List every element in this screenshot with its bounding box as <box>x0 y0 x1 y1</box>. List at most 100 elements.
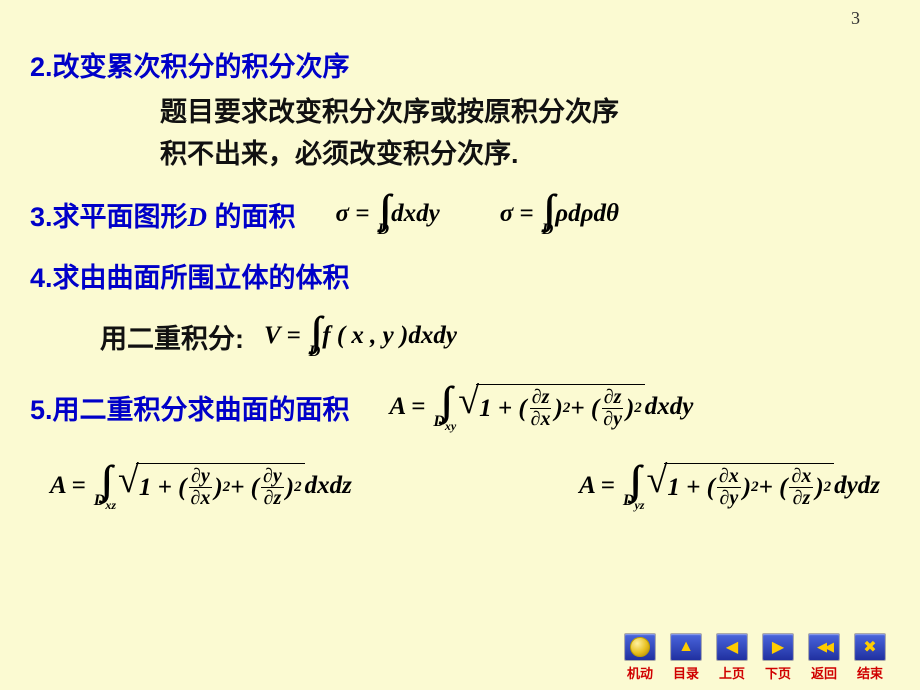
row-4-math: 用二重积分: V = ∫∫ D f ( x , y )dxdy <box>100 307 900 366</box>
nav-toc[interactable]: ▲ 目录 <box>666 633 706 682</box>
nav-toc-icon: ▲ <box>670 633 702 661</box>
sqrt-body-2: 1 + ( ∂y∂x )2 + ( ∂y∂z )2 <box>136 463 305 509</box>
den-1: ∂x <box>529 409 553 430</box>
close-4: ) <box>286 474 294 502</box>
rho-d-rho-d-theta: ρdρdθ <box>555 200 619 228</box>
one-plus-3: 1 + ( <box>667 474 715 502</box>
A-eq-yz: A = ∫∫ Dyz √ 1 + ( ∂x∂y )2 + ( ∂x∂z )2 d… <box>579 462 880 511</box>
A-eq-xy: A = ∫∫ Dxy √ 1 + ( ∂z∂x )2 + ( ∂z∂y )2 d… <box>390 383 694 432</box>
sqrt-xz: √ 1 + ( ∂y∂x )2 + ( ∂y∂z )2 <box>118 463 305 509</box>
num-5: ∂x <box>717 466 741 488</box>
sq-3: 2 <box>223 479 231 496</box>
plus-open-1: + ( <box>570 395 599 423</box>
num-6: ∂x <box>789 466 813 488</box>
nav-back-icon: ◀◀ <box>808 633 840 661</box>
A-lhs-1: A = <box>390 393 426 421</box>
dbl-int-D-1: ∫∫ D <box>372 191 390 237</box>
int-sub-Dxz: Dxz <box>94 494 116 511</box>
sigma2-lhs: σ = <box>500 200 534 228</box>
slide-content: 2.改变累次积分的积分次序 题目要求改变积分次序或按原积分次序 积不出来，必须改… <box>0 0 920 511</box>
den-2: ∂y <box>601 409 624 430</box>
body-2a: 题目要求改变积分次序或按原积分次序 <box>160 94 900 130</box>
int-sub-D-1: D <box>378 223 390 237</box>
frac-dzdy: ∂z∂y <box>601 387 624 430</box>
heading-3: 3.求平面图形D 的面积 <box>30 195 296 234</box>
heading-5: 5.用二重积分求曲面的面积 <box>30 388 350 427</box>
dxdy-5: dxdy <box>645 393 694 421</box>
sq-2: 2 <box>634 400 642 417</box>
navbar: 机动 ▲ 目录 ◀ 上页 ▶ 下页 ◀◀ 返回 ✖ 结束 <box>620 633 890 682</box>
bottom-math-row: A = ∫∫ Dxz √ 1 + ( ∂y∂x )2 + ( ∂y∂z )2 d… <box>30 462 900 511</box>
sigma1-lhs: σ = <box>336 200 370 228</box>
nav-prev-label: 上页 <box>719 663 745 682</box>
den-5: ∂y <box>717 488 740 509</box>
row-3: 3.求平面图形D 的面积 σ = ∫∫ D dxdy σ = ∫∫ D ρdρd… <box>30 185 900 244</box>
heading-2: 2.改变累次积分的积分次序 <box>30 45 900 84</box>
int-sub-Dyz: Dyz <box>623 494 645 511</box>
circle-icon <box>630 637 650 657</box>
frac-dydz: ∂y∂z <box>261 466 284 509</box>
nav-back-label: 返回 <box>811 663 837 682</box>
nav-animate[interactable]: 机动 <box>620 633 660 682</box>
one-plus-2: 1 + ( <box>139 474 187 502</box>
one-plus-1: 1 + ( <box>479 395 527 423</box>
Dxy-D: D <box>433 413 445 430</box>
sqrt-body-1: 1 + ( ∂z∂x )2 + ( ∂z∂y )2 <box>476 384 645 430</box>
close-6: ) <box>815 474 823 502</box>
dbl-int-Dxz: ∫∫ Dxz <box>88 462 116 511</box>
dbl-int-Dxy: ∫∫ Dxy <box>427 383 456 432</box>
sq-4: 2 <box>294 479 302 496</box>
page-number: 3 <box>851 8 860 29</box>
int-sub-D-2: D <box>542 223 554 237</box>
sq-5: 2 <box>751 479 759 496</box>
V-lhs: V = <box>264 322 301 350</box>
nav-end-label: 结束 <box>857 663 883 682</box>
fxy-dxdy: f ( x , y )dxdy <box>322 322 457 350</box>
heading-3-D: D <box>188 202 208 232</box>
nav-prev[interactable]: ◀ 上页 <box>712 633 752 682</box>
int-sub-Dxy: Dxy <box>433 415 456 432</box>
dxdz: dxdz <box>305 472 352 500</box>
nav-end-icon: ✖ <box>854 633 886 661</box>
sqrt-xy: √ 1 + ( ∂z∂x )2 + ( ∂z∂y )2 <box>458 384 645 430</box>
Dxz-D: D <box>94 492 106 509</box>
nav-next-label: 下页 <box>765 663 791 682</box>
frac-dzdx: ∂z∂x <box>529 387 553 430</box>
close-3: ) <box>214 474 222 502</box>
dbl-int-D-2: ∫∫ D <box>536 191 554 237</box>
sq-6: 2 <box>824 479 832 496</box>
num-1: ∂z <box>530 387 552 409</box>
frac-dxdz: ∂x∂z <box>789 466 813 509</box>
nav-next[interactable]: ▶ 下页 <box>758 633 798 682</box>
sq-1: 2 <box>563 400 571 417</box>
nav-back[interactable]: ◀◀ 返回 <box>804 633 844 682</box>
nav-animate-icon <box>624 633 656 661</box>
frac-dydx: ∂y∂x <box>188 466 212 509</box>
A-lhs-3: A = <box>579 472 615 500</box>
vol-label: 用二重积分: <box>100 317 244 356</box>
body-2b: 积不出来，必须改变积分次序. <box>160 136 900 172</box>
int-sub-D-3: D <box>309 345 321 359</box>
heading-3-tail: 的面积 <box>207 202 296 232</box>
nav-next-icon: ▶ <box>762 633 794 661</box>
num-2: ∂z <box>602 387 624 409</box>
nav-animate-label: 机动 <box>627 663 653 682</box>
Dxy-sub: xy <box>445 419 456 433</box>
sqrt-yz: √ 1 + ( ∂x∂y )2 + ( ∂x∂z )2 <box>646 463 834 509</box>
dbl-int-Dyz: ∫∫ Dyz <box>617 462 645 511</box>
dbl-int-D-3: ∫∫ D <box>303 313 321 359</box>
nav-end[interactable]: ✖ 结束 <box>850 633 890 682</box>
num-4: ∂y <box>261 466 284 488</box>
row-5: 5.用二重积分求曲面的面积 A = ∫∫ Dxy √ 1 + ( ∂z∂x )2… <box>30 378 900 437</box>
heading-3-pre: 3.求平面图形 <box>30 202 188 232</box>
nav-toc-label: 目录 <box>673 663 699 682</box>
den-4: ∂z <box>262 488 284 509</box>
Dxz-sub: xz <box>105 498 116 512</box>
A-lhs-2: A = <box>50 472 86 500</box>
dydz: dydz <box>834 472 880 500</box>
plus-open-3: + ( <box>759 474 788 502</box>
frac-dxdy: ∂x∂y <box>717 466 741 509</box>
den-3: ∂x <box>188 488 212 509</box>
A-eq-xz: A = ∫∫ Dxz √ 1 + ( ∂y∂x )2 + ( ∂y∂z )2 d… <box>50 462 352 511</box>
num-3: ∂y <box>189 466 212 488</box>
